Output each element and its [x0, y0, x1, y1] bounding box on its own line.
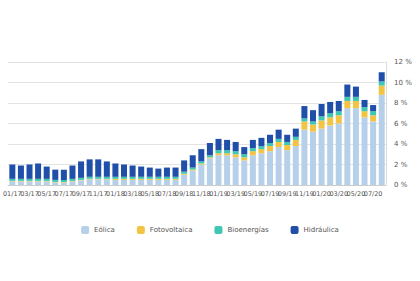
svg-text:11/19: 11/19: [295, 190, 314, 198]
svg-text:Fotovoltaica: Fotovoltaica: [150, 226, 193, 234]
svg-text:0 %: 0 %: [394, 181, 408, 189]
svg-text:2 %: 2 %: [394, 161, 408, 169]
svg-text:03/18: 03/18: [123, 190, 142, 198]
svg-text:05/19: 05/19: [243, 190, 262, 198]
svg-text:03/20: 03/20: [329, 190, 348, 198]
svg-text:01/20: 01/20: [312, 190, 331, 198]
svg-text:Hidráulica: Hidráulica: [304, 226, 339, 234]
svg-text:01/19: 01/19: [209, 190, 228, 198]
svg-text:09/17: 09/17: [72, 190, 91, 198]
svg-text:07/19: 07/19: [261, 190, 280, 198]
svg-text:09/18: 09/18: [175, 190, 194, 198]
svg-text:03/17: 03/17: [20, 190, 39, 198]
svg-text:05/20: 05/20: [347, 190, 366, 198]
svg-text:07/17: 07/17: [55, 190, 74, 198]
svg-text:05/18: 05/18: [140, 190, 159, 198]
svg-text:07/20: 07/20: [364, 190, 383, 198]
svg-text:01/17: 01/17: [3, 190, 22, 198]
svg-text:07/18: 07/18: [158, 190, 177, 198]
svg-text:03/19: 03/19: [226, 190, 245, 198]
svg-text:11/17: 11/17: [89, 190, 108, 198]
svg-text:12 %: 12 %: [394, 58, 412, 66]
svg-text:6 %: 6 %: [394, 120, 408, 128]
svg-text:Eólica: Eólica: [94, 226, 115, 234]
svg-text:4 %: 4 %: [394, 140, 408, 148]
svg-text:10 %: 10 %: [394, 79, 412, 87]
svg-text:11/18: 11/18: [192, 190, 211, 198]
svg-text:8 %: 8 %: [394, 99, 408, 107]
svg-text:01/18: 01/18: [106, 190, 125, 198]
svg-text:09/19: 09/19: [278, 190, 297, 198]
svg-text:05/17: 05/17: [37, 190, 56, 198]
svg-text:Bioenergías: Bioenergías: [227, 226, 269, 234]
